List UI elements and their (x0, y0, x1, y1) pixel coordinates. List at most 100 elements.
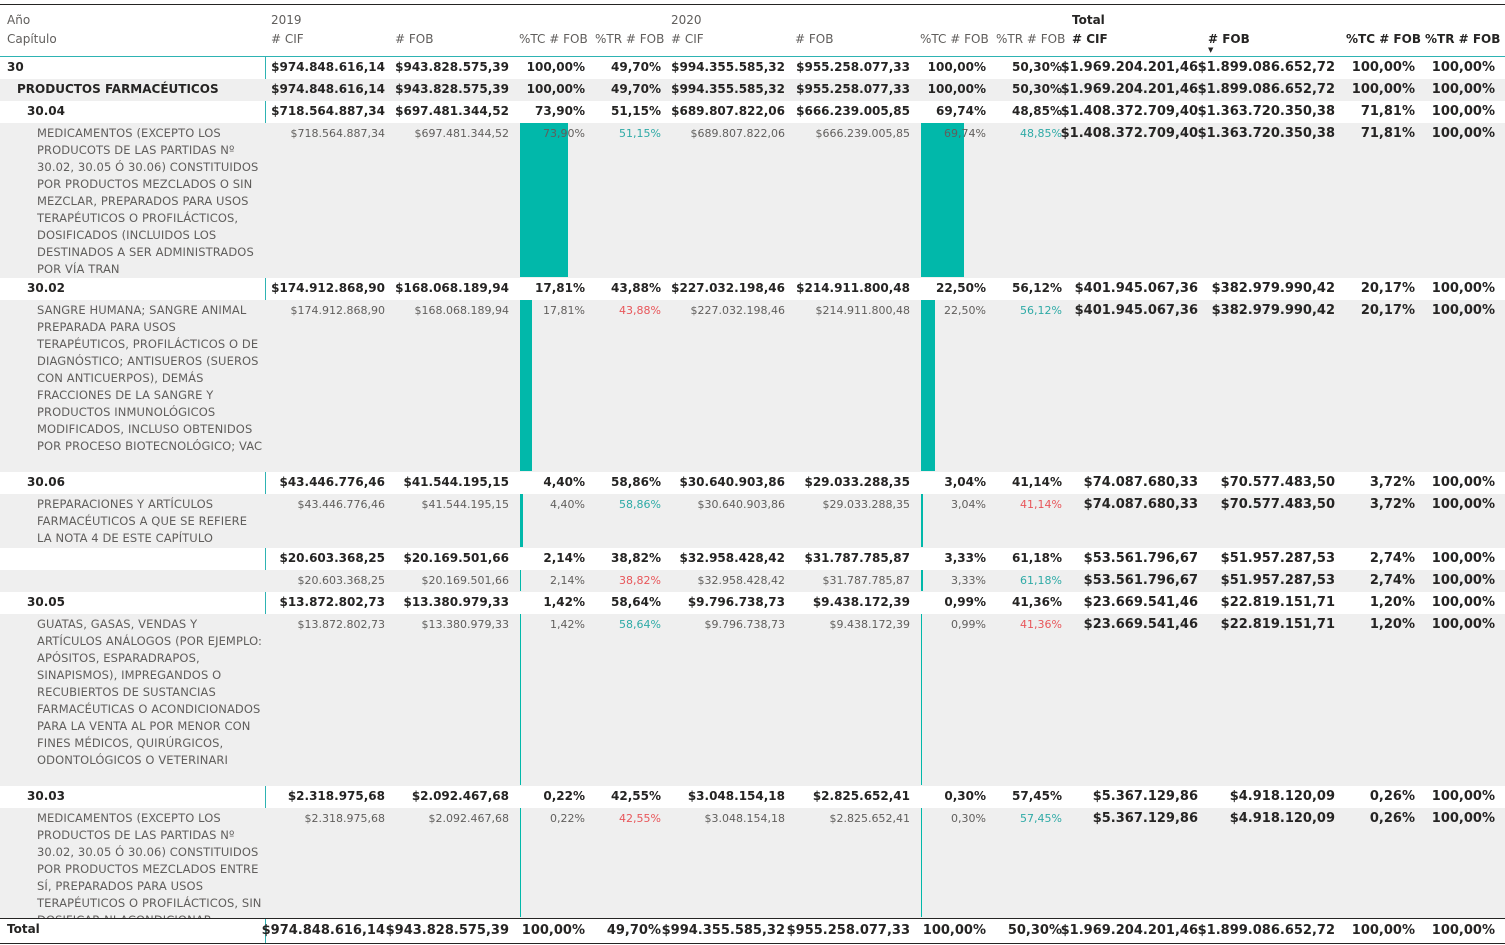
tr-2019-value: 49,70% (611, 82, 661, 96)
col-group-total[interactable]: Total (1072, 13, 1105, 27)
fob-2019-value: $20.169.501,66 (403, 551, 509, 565)
tr-2020-value: 57,45% (1020, 812, 1062, 825)
tc-2020-value: 69,74% (936, 104, 986, 118)
tc-total-value: 1,20% (1369, 617, 1415, 632)
tc-2019-value: 4,40% (543, 475, 585, 489)
tr-2019-value: 38,82% (611, 551, 661, 565)
cif-2019-value: $43.446.776,46 (279, 475, 385, 489)
cif-total-value: $23.669.541,46 (1083, 617, 1198, 632)
total-value: 49,70% (606, 923, 661, 938)
fob-total-value: $70.577.483,50 (1220, 497, 1335, 512)
col-header-2019-tc[interactable]: %TC # FOB (519, 32, 588, 46)
tc-2020-value: 3,33% (951, 574, 986, 587)
fob-2020-value: $29.033.288,35 (804, 475, 910, 489)
row-header-chapter[interactable]: Capítulo (7, 32, 57, 46)
col-header-2020-tc[interactable]: %TC # FOB (920, 32, 989, 46)
fob-2020-value: $214.911.800,48 (815, 304, 910, 317)
tr-total-value: 100,00% (1431, 595, 1495, 610)
row-label-heading[interactable]: 30.03 (27, 789, 65, 803)
cif-2020-value: $30.640.903,86 (697, 498, 785, 511)
cif-2019-value: $43.446.776,46 (297, 498, 385, 511)
sort-descending-icon[interactable]: ▼ (1208, 46, 1214, 54)
row-description[interactable]: MEDICAMENTOS (EXCEPTO LOS PRODUCTOS DE L… (37, 811, 262, 918)
tr-total-value: 100,00% (1431, 303, 1495, 318)
col-header-2020-cif[interactable]: # CIF (671, 32, 704, 46)
cif-2020-value: $3.048.154,18 (687, 789, 785, 803)
tc-2020-value: 100,00% (927, 60, 986, 74)
row-label-heading[interactable]: 30.06 (27, 475, 65, 489)
fob-2020-value: $9.438.172,39 (829, 618, 910, 631)
col-header-total-tr[interactable]: %TR # FOB (1425, 32, 1501, 46)
cif-2020-value: $994.355.585,32 (671, 60, 785, 74)
fob-total-value: $382.979.990,42 (1211, 303, 1335, 318)
row-label-chapter[interactable]: 30 (7, 60, 24, 74)
total-value: $943.828.575,39 (385, 923, 509, 938)
tr-2019-value: 58,86% (619, 498, 661, 511)
row-description[interactable]: SANGRE HUMANA; SANGRE ANIMAL PREPARADA P… (37, 303, 263, 453)
row-label-heading[interactable]: 30.05 (27, 595, 65, 609)
tc-2019-value: 2,14% (543, 551, 585, 565)
col-header-2019-fob[interactable]: # FOB (395, 32, 434, 46)
fob-total-value: $70.577.483,50 (1220, 475, 1335, 490)
fob-2019-value: $168.068.189,94 (414, 304, 509, 317)
tc-2020-databar (921, 614, 922, 785)
row-description[interactable]: MEDICAMENTOS (EXCEPTO LOS PRODUCOTS DE L… (37, 126, 259, 276)
row-description[interactable]: PREPARACIONES Y ARTÍCULOS FARMACÉUTICOS … (37, 497, 248, 545)
tr-2020-value: 61,18% (1012, 551, 1062, 565)
header-divider (0, 56, 1505, 57)
fob-2020-value: $955.258.077,33 (796, 60, 910, 74)
total-value: 100,00% (521, 923, 585, 938)
row-label-heading[interactable]: 30.02 (27, 281, 65, 295)
tr-2020-value: 41,36% (1012, 595, 1062, 609)
cif-total-value: $1.408.372.709,40 (1060, 126, 1198, 141)
tc-2020-value: 22,50% (936, 281, 986, 295)
bottom-border (0, 943, 1505, 944)
tc-2019-value: 0,22% (543, 789, 585, 803)
col-header-total-fob[interactable]: # FOB (1208, 32, 1250, 46)
cif-2019-value: $718.564.887,34 (290, 127, 385, 140)
col-header-total-tc[interactable]: %TC # FOB (1346, 32, 1421, 46)
col-header-2019-tr[interactable]: %TR # FOB (595, 32, 665, 46)
row-band (0, 300, 1505, 472)
fob-2020-value: $666.239.005,85 (796, 104, 910, 118)
cif-2019-value: $20.603.368,25 (297, 574, 385, 587)
tr-2019-value: 42,55% (611, 789, 661, 803)
cif-2019-value: $974.848.616,14 (271, 60, 385, 74)
cif-total-value: $1.969.204.201,46 (1060, 82, 1198, 97)
cif-2020-value: $689.807.822,06 (671, 104, 785, 118)
cif-2019-value: $174.912.868,90 (290, 304, 385, 317)
row-label-heading[interactable]: 30.04 (27, 104, 65, 118)
row-band (0, 808, 1505, 918)
top-border (0, 4, 1505, 5)
tr-total-value: 100,00% (1431, 573, 1495, 588)
fob-total-value: $22.819.151,71 (1220, 595, 1335, 610)
col-header-2020-fob[interactable]: # FOB (795, 32, 834, 46)
row-header-year[interactable]: Año (7, 13, 31, 27)
tr-2020-value: 56,12% (1012, 281, 1062, 295)
col-header-2019-cif[interactable]: # CIF (271, 32, 304, 46)
tc-2019-value: 1,42% (550, 618, 585, 631)
tr-total-value: 100,00% (1431, 104, 1495, 119)
row-label-chapter-name[interactable]: PRODUCTOS FARMACÉUTICOS (17, 82, 219, 96)
fob-2019-value: $2.092.467,68 (428, 812, 509, 825)
col-header-2020-tr[interactable]: %TR # FOB (996, 32, 1066, 46)
fob-2020-value: $214.911.800,48 (796, 281, 910, 295)
row-description[interactable]: GUATAS, GASAS, VENDAS Y ARTÍCULOS ANÁLOG… (37, 617, 263, 767)
tr-2019-value: 58,64% (619, 618, 661, 631)
cif-total-value: $74.087.680,33 (1083, 475, 1198, 490)
tc-2019-value: 100,00% (526, 82, 585, 96)
col-group-2020[interactable]: 2020 (671, 13, 702, 27)
tc-2020-value: 3,33% (944, 551, 986, 565)
tc-total-value: 3,72% (1369, 475, 1415, 490)
tc-2020-value: 3,04% (951, 498, 986, 511)
fob-2019-value: $697.481.344,52 (414, 127, 509, 140)
col-header-total-cif[interactable]: # CIF (1072, 32, 1108, 46)
tc-total-value: 20,17% (1360, 281, 1415, 296)
tr-total-value: 100,00% (1431, 281, 1495, 296)
tr-2020-value: 41,36% (1020, 618, 1062, 631)
column-divider-total (265, 919, 266, 943)
tc-2020-databar (921, 300, 935, 471)
fob-total-value: $51.957.287,53 (1220, 551, 1335, 566)
col-group-2019[interactable]: 2019 (271, 13, 302, 27)
tc-2019-value: 17,81% (535, 281, 585, 295)
